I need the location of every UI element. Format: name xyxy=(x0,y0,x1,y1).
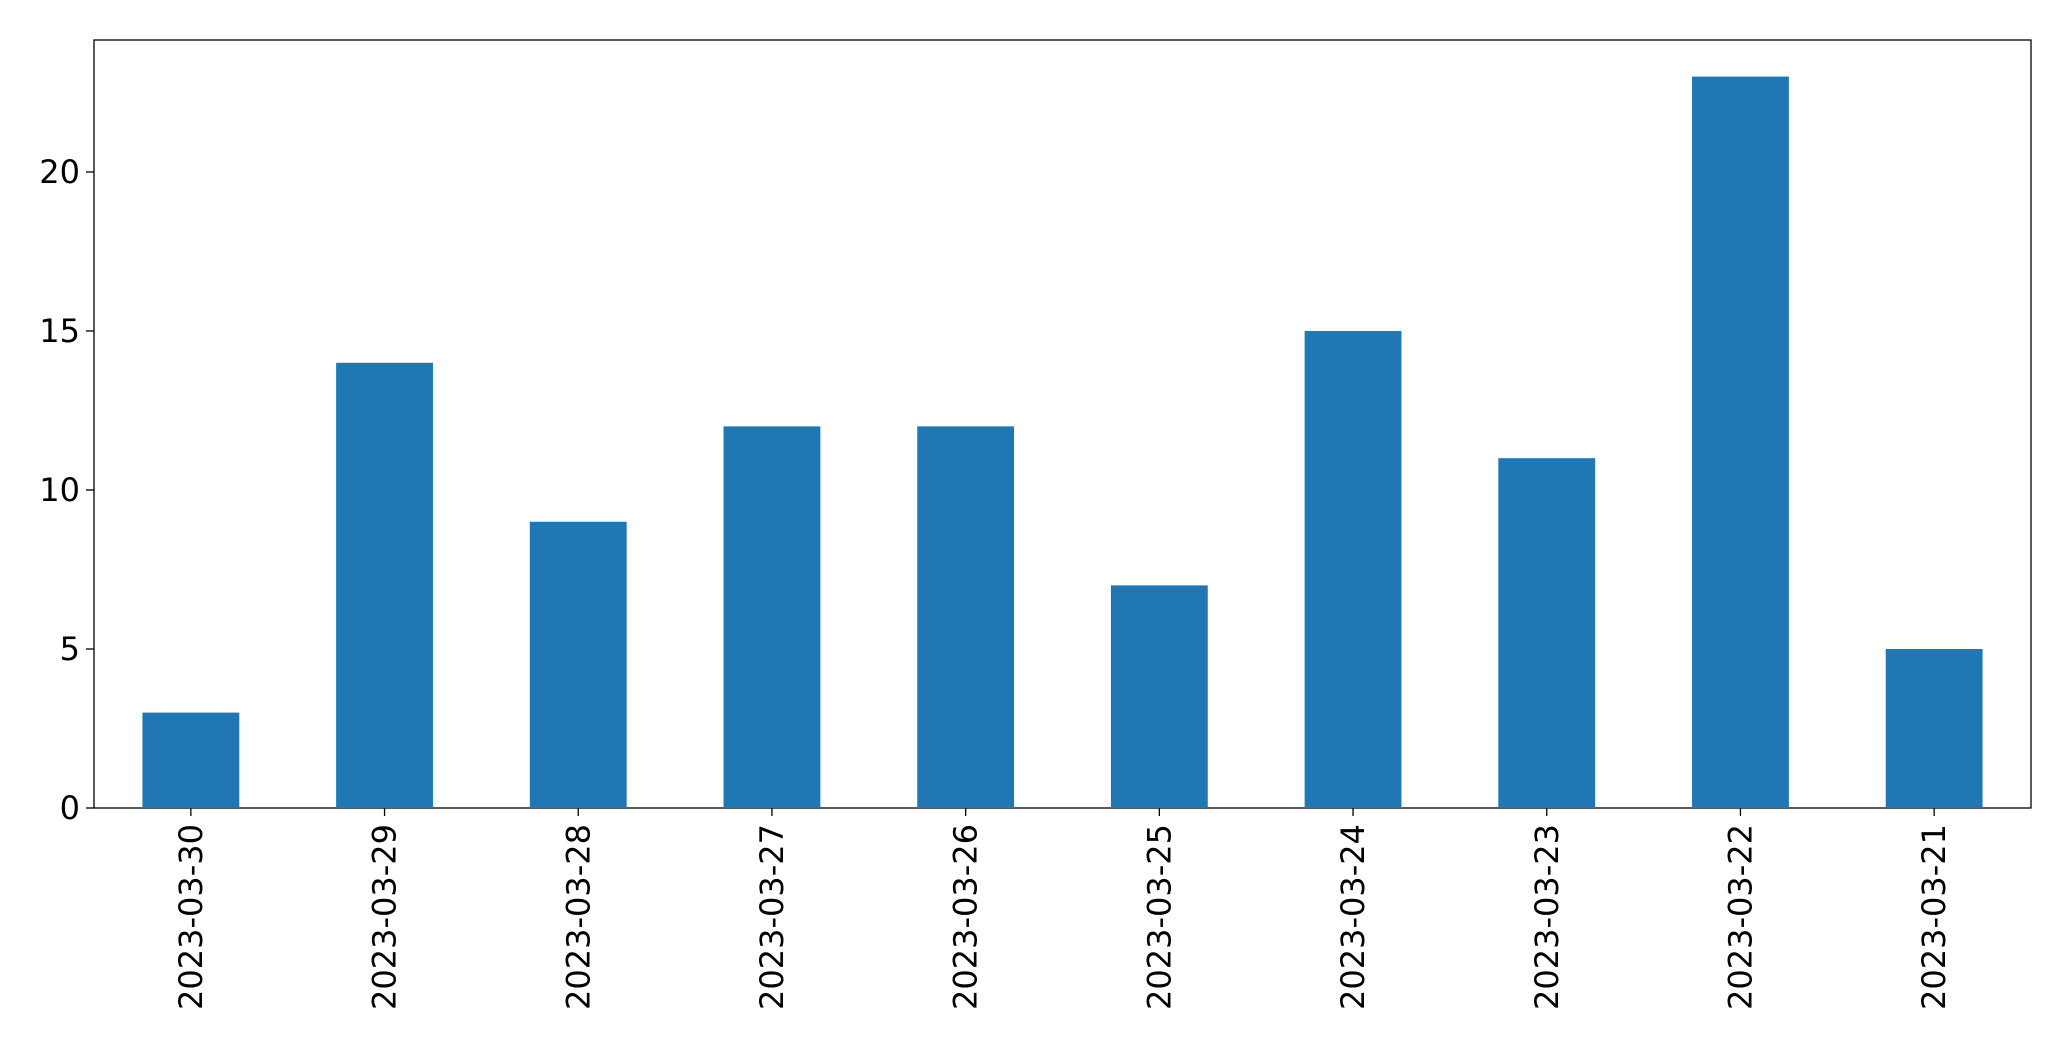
y-tick-label: 0 xyxy=(60,789,80,827)
x-tick-label: 2023-03-21 xyxy=(1915,824,1953,1010)
x-tick-label: 2023-03-24 xyxy=(1334,824,1372,1010)
bar xyxy=(1110,585,1208,808)
x-tick-label: 2023-03-28 xyxy=(559,824,597,1010)
bar xyxy=(1498,458,1596,808)
x-tick-label: 2023-03-22 xyxy=(1721,824,1759,1010)
bar xyxy=(1304,330,1402,808)
y-tick-label: 5 xyxy=(60,630,80,668)
bar xyxy=(336,362,433,808)
x-tick-label: 2023-03-27 xyxy=(753,824,791,1010)
bar xyxy=(1692,76,1789,809)
x-tick-label: 2023-03-23 xyxy=(1528,824,1566,1010)
plot-frame xyxy=(93,39,2032,809)
x-tick-label: 2023-03-29 xyxy=(366,824,404,1010)
x-tick-label: 2023-03-30 xyxy=(172,824,210,1010)
y-tick-label: 20 xyxy=(39,153,80,191)
bar xyxy=(917,426,1015,808)
x-tick-label: 2023-03-25 xyxy=(1140,824,1178,1010)
bar xyxy=(1885,648,1983,808)
y-tick-label: 10 xyxy=(39,471,80,509)
y-tick-label: 15 xyxy=(39,312,80,350)
bar xyxy=(529,521,627,808)
x-tick-label: 2023-03-26 xyxy=(947,824,985,1010)
bar xyxy=(142,712,240,808)
bar xyxy=(723,426,821,808)
